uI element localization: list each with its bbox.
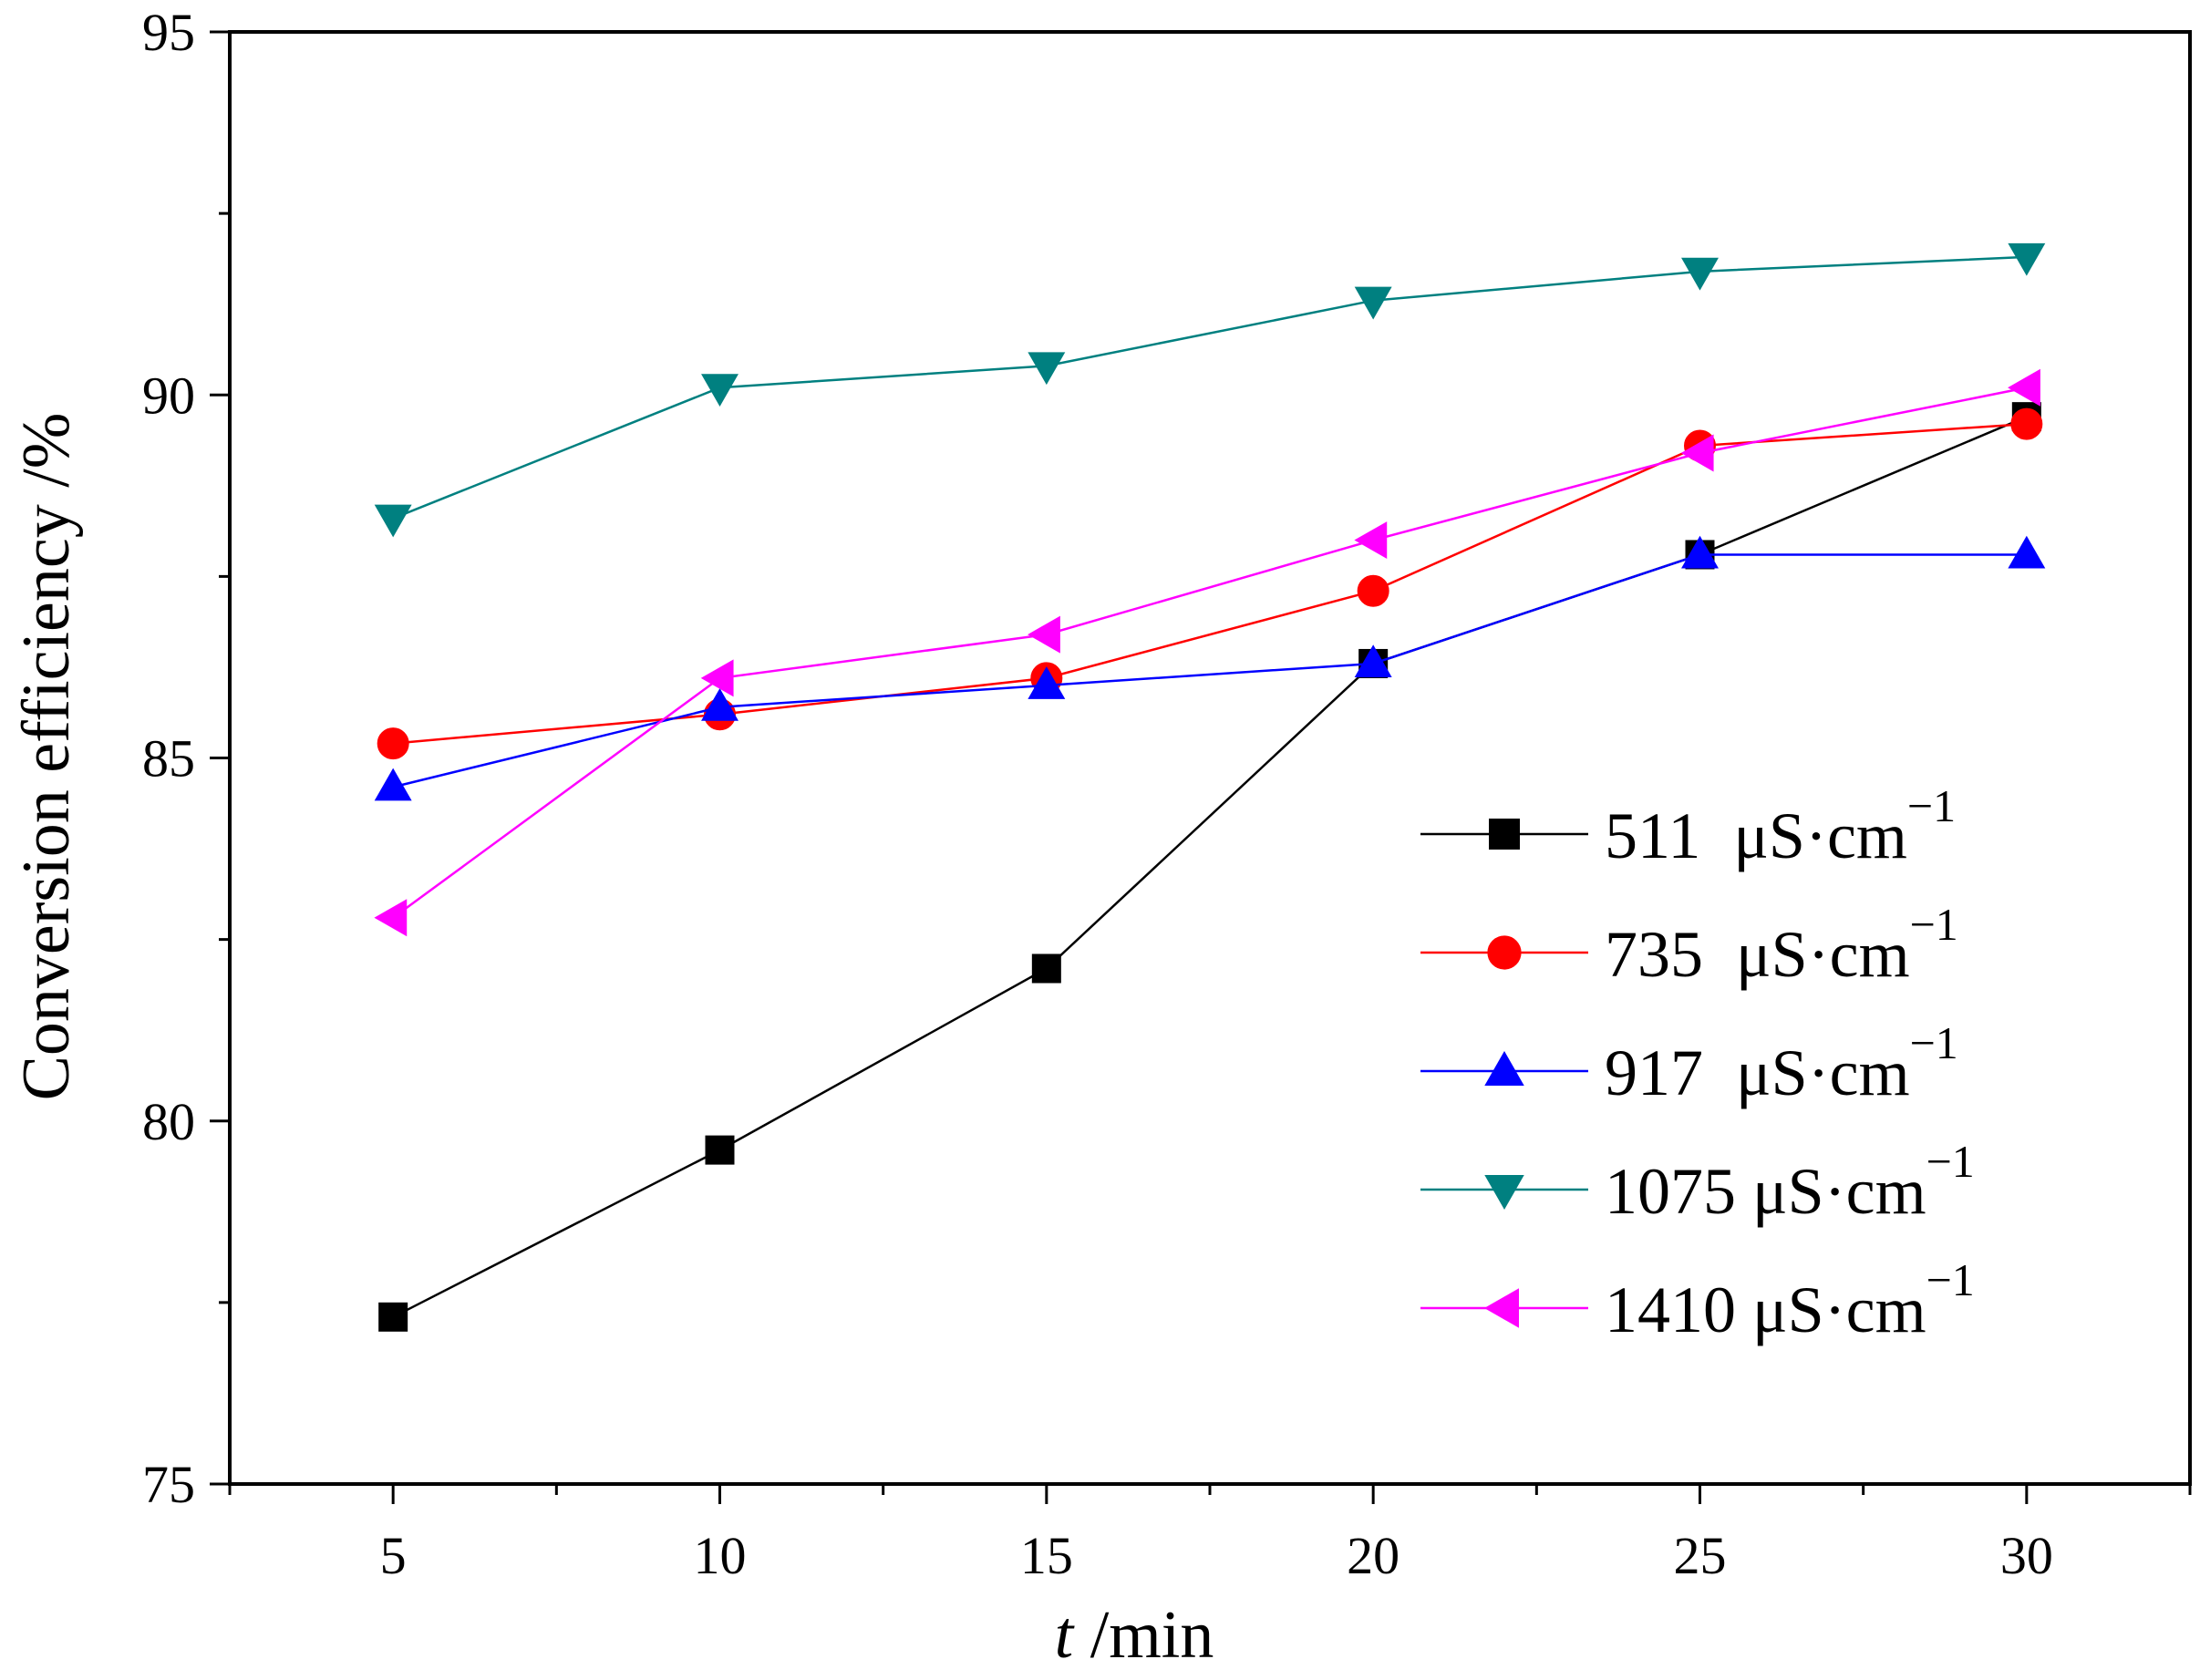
legend-label: 735 μS·cm−1 (1605, 899, 1958, 991)
x-axis-title-italic: t (1055, 1598, 1076, 1673)
legend-label-main: 917 μS·cm (1605, 1036, 1910, 1109)
legend-entry: 511 μS·cm−1 (1420, 780, 1956, 872)
series-layer (374, 242, 2046, 1332)
x-tick-label: 5 (380, 1526, 407, 1585)
legend-marker (1487, 935, 1522, 970)
data-point (374, 899, 408, 937)
legend-label-main: 511 μS·cm (1605, 799, 1907, 872)
data-point (1028, 615, 1060, 654)
data-point (1028, 666, 1066, 699)
legend-marker (1489, 819, 1520, 850)
legend-label-main: 1410 μS·cm (1605, 1273, 1926, 1346)
data-point (1354, 286, 1392, 320)
data-point (701, 374, 738, 407)
x-tick-label: 15 (1020, 1526, 1073, 1585)
legend-label-main: 735 μS·cm (1605, 918, 1910, 991)
legend-entry: 1075 μS·cm−1 (1420, 1136, 1975, 1228)
x-tick-label: 10 (694, 1526, 747, 1585)
data-point (2008, 535, 2046, 569)
legend-label-superscript: −1 (1926, 1136, 1975, 1187)
x-tick-label: 20 (1347, 1526, 1400, 1585)
data-point (1681, 257, 1719, 291)
y-tick-label: 85 (142, 729, 195, 788)
data-point (374, 504, 412, 538)
series-line (392, 553, 2027, 788)
data-point (1028, 352, 1066, 386)
legend-entry: 917 μS·cm−1 (1420, 1017, 1958, 1109)
legend-label: 511 μS·cm−1 (1605, 780, 1956, 872)
series-line (392, 387, 2028, 919)
legend-label-superscript: −1 (1907, 780, 1956, 831)
series-3 (374, 242, 2046, 538)
x-tick-label: 30 (2000, 1526, 2053, 1585)
series-1 (377, 407, 2043, 760)
legend-label-superscript: −1 (1926, 1254, 1975, 1305)
legend-label-superscript: −1 (1910, 1017, 1958, 1068)
y-tick-label: 95 (142, 3, 195, 62)
legend-label-superscript: −1 (1910, 899, 1958, 950)
series-2 (374, 535, 2046, 801)
legend-label-main: 1075 μS·cm (1605, 1155, 1926, 1228)
x-axis: 5 10 15 20 25 30 (228, 1484, 2192, 1585)
y-axis: 75 80 85 90 95 (142, 3, 230, 1514)
x-axis-title: t /min (1055, 1598, 1214, 1673)
series-line (392, 415, 2028, 1318)
legend-label: 1075 μS·cm−1 (1605, 1136, 1975, 1228)
data-point (1357, 574, 1389, 607)
legend-entry: 1410 μS·cm−1 (1420, 1254, 1975, 1346)
y-tick-label: 80 (142, 1092, 195, 1151)
data-point (378, 1302, 408, 1332)
legend-entry: 735 μS·cm−1 (1420, 899, 1958, 991)
data-point (700, 659, 734, 697)
legend-marker (1484, 1175, 1524, 1211)
y-axis-title: Conversion efficiency /% (9, 413, 84, 1101)
x-tick-label: 25 (1674, 1526, 1727, 1585)
data-point (2008, 242, 2046, 276)
x-axis-title-rest: /min (1073, 1598, 1214, 1673)
plot-frame (228, 30, 2192, 1486)
data-point (705, 1135, 735, 1165)
data-point (374, 768, 412, 801)
data-point (2008, 368, 2040, 407)
data-point (1681, 535, 1719, 569)
data-point (1354, 644, 1392, 678)
data-point (701, 687, 738, 721)
legend-label: 1410 μS·cm−1 (1605, 1254, 1975, 1346)
legend-label: 917 μS·cm−1 (1605, 1017, 1958, 1109)
data-point (1031, 953, 1061, 984)
series-line (393, 422, 2027, 745)
data-point (377, 727, 409, 760)
series-4 (374, 368, 2040, 937)
data-point (1680, 434, 1714, 472)
data-point (1354, 521, 1388, 560)
data-point (2010, 407, 2043, 440)
series-line (392, 255, 2027, 520)
y-tick-label: 75 (142, 1455, 195, 1514)
y-tick-label: 90 (142, 366, 195, 425)
legend-marker (1484, 1050, 1524, 1086)
legend-marker (1483, 1288, 1519, 1328)
